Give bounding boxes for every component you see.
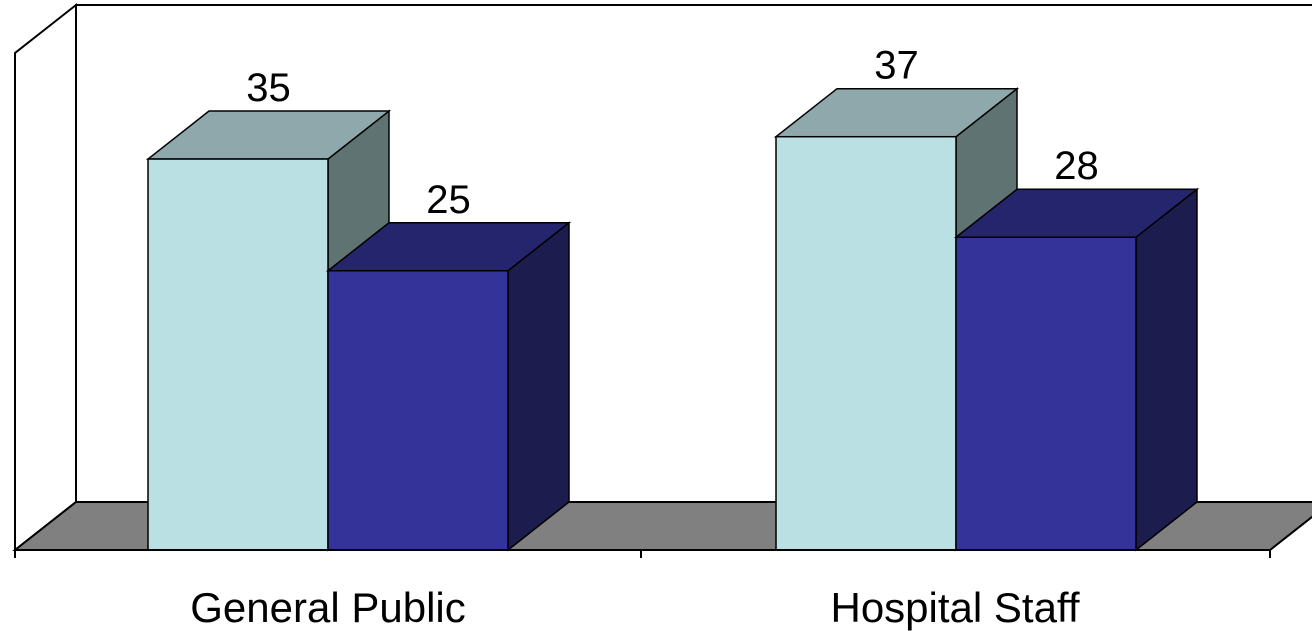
category-label: General Public bbox=[190, 584, 465, 631]
x-axis bbox=[14, 549, 1271, 558]
bar-general-public-series-2 bbox=[325, 221, 572, 552]
category-labels: General Public Hospital Staff bbox=[190, 584, 1080, 631]
bar-group bbox=[145, 87, 1200, 552]
side-wall bbox=[14, 2, 77, 553]
bar-front-face bbox=[775, 135, 957, 551]
bar-side-face bbox=[1135, 187, 1198, 552]
data-label: 35 bbox=[246, 66, 291, 110]
bar-front-face bbox=[147, 158, 329, 551]
data-label: 25 bbox=[426, 178, 471, 222]
bar-front-face bbox=[955, 236, 1137, 551]
bar-front-face bbox=[327, 270, 509, 551]
data-label: 37 bbox=[874, 44, 919, 88]
data-label: 28 bbox=[1054, 144, 1099, 188]
category-label: Hospital Staff bbox=[830, 584, 1079, 631]
bar-hospital-staff-series-2 bbox=[953, 187, 1200, 552]
data-labels: 35 25 37 28 bbox=[246, 44, 1099, 222]
bar-side-face bbox=[507, 221, 570, 552]
